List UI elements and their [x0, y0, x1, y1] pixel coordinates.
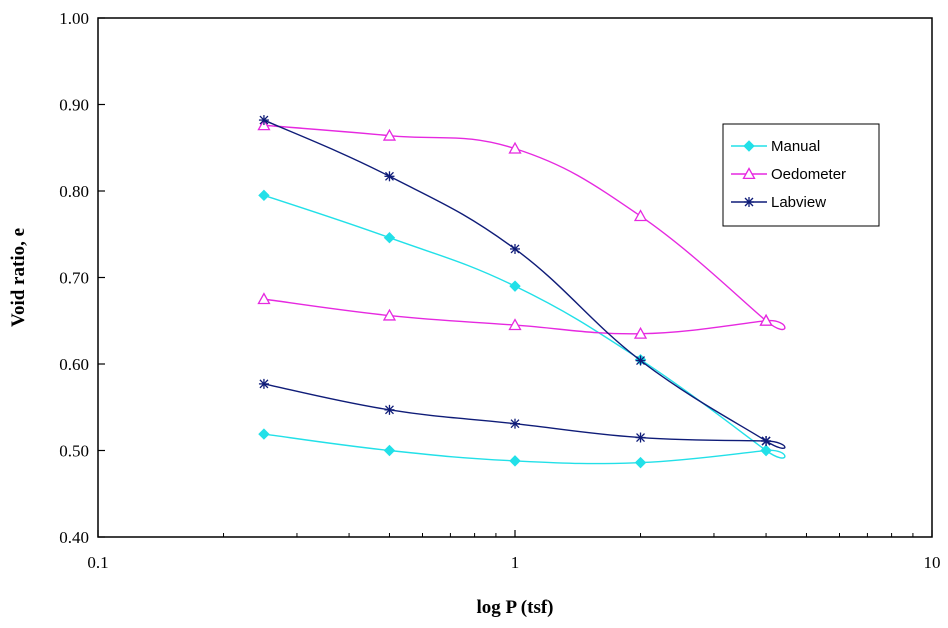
data-point-labview: [384, 404, 395, 415]
data-point-oedometer: [508, 318, 522, 331]
y-tick-label: 0.60: [59, 355, 89, 374]
data-point-labview: [384, 171, 395, 182]
data-point-oedometer: [257, 292, 271, 305]
series-group: [257, 115, 786, 469]
data-point-labview: [635, 432, 646, 443]
series-labview: [258, 115, 786, 449]
series-manual: [258, 189, 786, 469]
series-line-oedometer: [263, 124, 786, 335]
legend-label-labview: Labview: [771, 194, 826, 211]
data-point-labview: [635, 355, 646, 366]
series-line-labview: [263, 119, 786, 449]
data-point-manual: [258, 189, 270, 202]
x-tick-label: 10: [924, 553, 941, 572]
y-tick-label: 0.80: [59, 182, 89, 201]
legend-marker-labview: [744, 197, 754, 207]
data-point-manual: [509, 455, 521, 467]
data-point-manual: [760, 444, 772, 457]
data-point-oedometer: [508, 141, 522, 154]
series-line-manual: [263, 194, 786, 465]
y-axis-title: Void ratio, e: [8, 228, 29, 327]
data-point-oedometer: [382, 128, 397, 141]
legend-item-oedometer: Oedometer: [731, 166, 846, 183]
data-point-oedometer: [633, 209, 648, 222]
data-point-labview: [510, 418, 520, 429]
data-point-labview: [258, 378, 269, 389]
x-tick-label: 0.1: [87, 553, 108, 572]
series-oedometer: [257, 118, 786, 339]
legend-marker-oedometer: [742, 167, 756, 180]
data-point-manual: [383, 232, 396, 244]
legend-item-manual: Manual: [731, 138, 820, 155]
data-point-labview: [761, 435, 772, 446]
y-tick-label: 0.40: [59, 528, 89, 547]
data-point-oedometer: [633, 326, 648, 339]
axis-ticks: 0.40 0.50 0.60 0.70 0.80 0.90 1.00 0.1 1 10: [59, 9, 940, 572]
x-tick-label: 1: [511, 553, 520, 572]
x-axis-title: log P (tsf): [476, 597, 553, 618]
data-point-manual: [509, 280, 521, 292]
data-point-oedometer: [759, 313, 773, 326]
legend: Manual Oedometer Labview: [722, 123, 880, 227]
data-point-oedometer: [382, 308, 397, 321]
legend-label-oedometer: Oedometer: [771, 166, 846, 183]
data-point-manual: [634, 456, 647, 469]
legend-marker-manual: [743, 140, 755, 152]
data-point-labview: [510, 243, 520, 254]
y-tick-label: 0.50: [59, 442, 89, 461]
y-tick-label: 1.00: [59, 9, 89, 28]
y-tick-label: 0.90: [59, 96, 89, 115]
data-point-manual: [383, 444, 396, 457]
data-point-manual: [258, 428, 270, 440]
data-point-labview: [258, 115, 269, 126]
y-tick-label: 0.70: [59, 269, 89, 288]
legend-label-manual: Manual: [771, 138, 820, 155]
legend-item-labview: Labview: [731, 194, 826, 211]
